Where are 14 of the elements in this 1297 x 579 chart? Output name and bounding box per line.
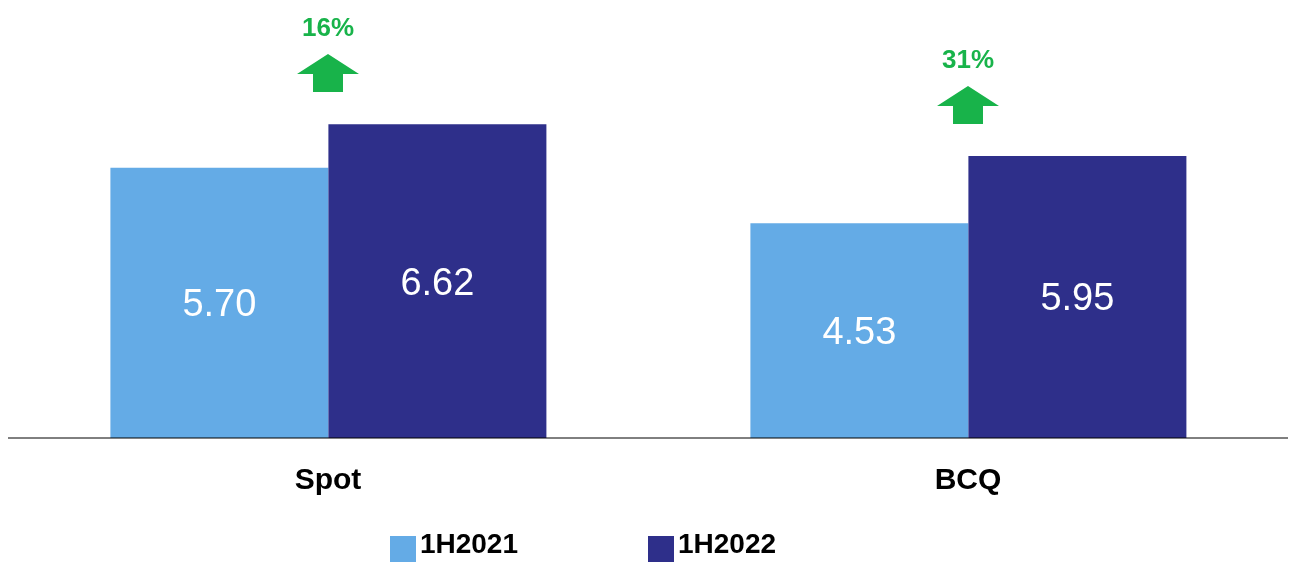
x-tick-label: Spot	[294, 462, 362, 496]
legend-label: 1H2022	[678, 528, 777, 559]
data-label: 4.53	[822, 310, 897, 353]
data-label: 5.70	[182, 282, 257, 325]
bar	[110, 167, 329, 438]
x-tick-label: BCQ	[934, 462, 1002, 496]
bar	[750, 223, 969, 438]
bar	[968, 155, 1187, 438]
text: 16%	[300, 12, 355, 44]
bar	[328, 124, 547, 438]
data-label: 6.62	[400, 260, 475, 303]
text: 31%	[940, 43, 995, 75]
data-label: 5.95	[1040, 276, 1115, 319]
legend-label: 1H2021	[419, 528, 518, 559]
